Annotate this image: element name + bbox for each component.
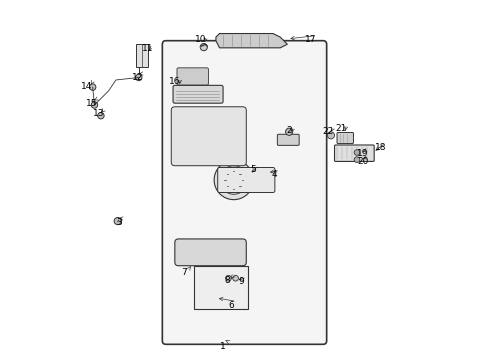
Text: 5: 5: [250, 165, 256, 174]
Text: 15: 15: [86, 99, 97, 108]
Text: 10: 10: [195, 36, 206, 45]
Text: 16: 16: [169, 77, 180, 86]
FancyBboxPatch shape: [175, 239, 246, 266]
Text: 11: 11: [142, 44, 153, 53]
Circle shape: [135, 74, 142, 81]
Circle shape: [219, 166, 247, 194]
Text: 12: 12: [131, 73, 142, 82]
Circle shape: [200, 44, 207, 51]
Text: 13: 13: [93, 109, 104, 118]
Text: 3: 3: [116, 219, 122, 228]
Bar: [135, 44, 148, 67]
Circle shape: [225, 275, 231, 281]
FancyBboxPatch shape: [336, 132, 353, 144]
Text: 1: 1: [220, 342, 225, 351]
Circle shape: [285, 128, 292, 135]
Text: 14: 14: [81, 82, 92, 91]
FancyBboxPatch shape: [173, 85, 223, 103]
Bar: [194, 266, 247, 309]
Polygon shape: [216, 33, 287, 48]
Text: 20: 20: [357, 157, 368, 166]
Circle shape: [214, 160, 253, 200]
Text: 21: 21: [335, 124, 346, 133]
Text: 17: 17: [304, 36, 316, 45]
FancyBboxPatch shape: [217, 167, 274, 193]
Text: 4: 4: [271, 170, 277, 179]
Circle shape: [91, 102, 98, 108]
Text: 7: 7: [181, 268, 186, 277]
FancyBboxPatch shape: [171, 107, 246, 166]
Text: 2: 2: [286, 126, 291, 135]
Circle shape: [326, 132, 334, 139]
Circle shape: [114, 217, 121, 225]
FancyBboxPatch shape: [177, 68, 208, 85]
Circle shape: [89, 84, 96, 90]
Text: 18: 18: [374, 143, 385, 152]
Text: 9: 9: [238, 277, 244, 286]
FancyBboxPatch shape: [162, 41, 326, 344]
Text: 19: 19: [357, 149, 368, 158]
Text: 6: 6: [228, 301, 234, 310]
FancyBboxPatch shape: [334, 145, 373, 161]
FancyBboxPatch shape: [277, 134, 299, 145]
Circle shape: [353, 150, 359, 156]
Text: 22: 22: [322, 127, 333, 136]
Circle shape: [353, 157, 359, 162]
Circle shape: [232, 275, 238, 281]
Text: 8: 8: [224, 276, 230, 285]
Circle shape: [98, 112, 104, 119]
